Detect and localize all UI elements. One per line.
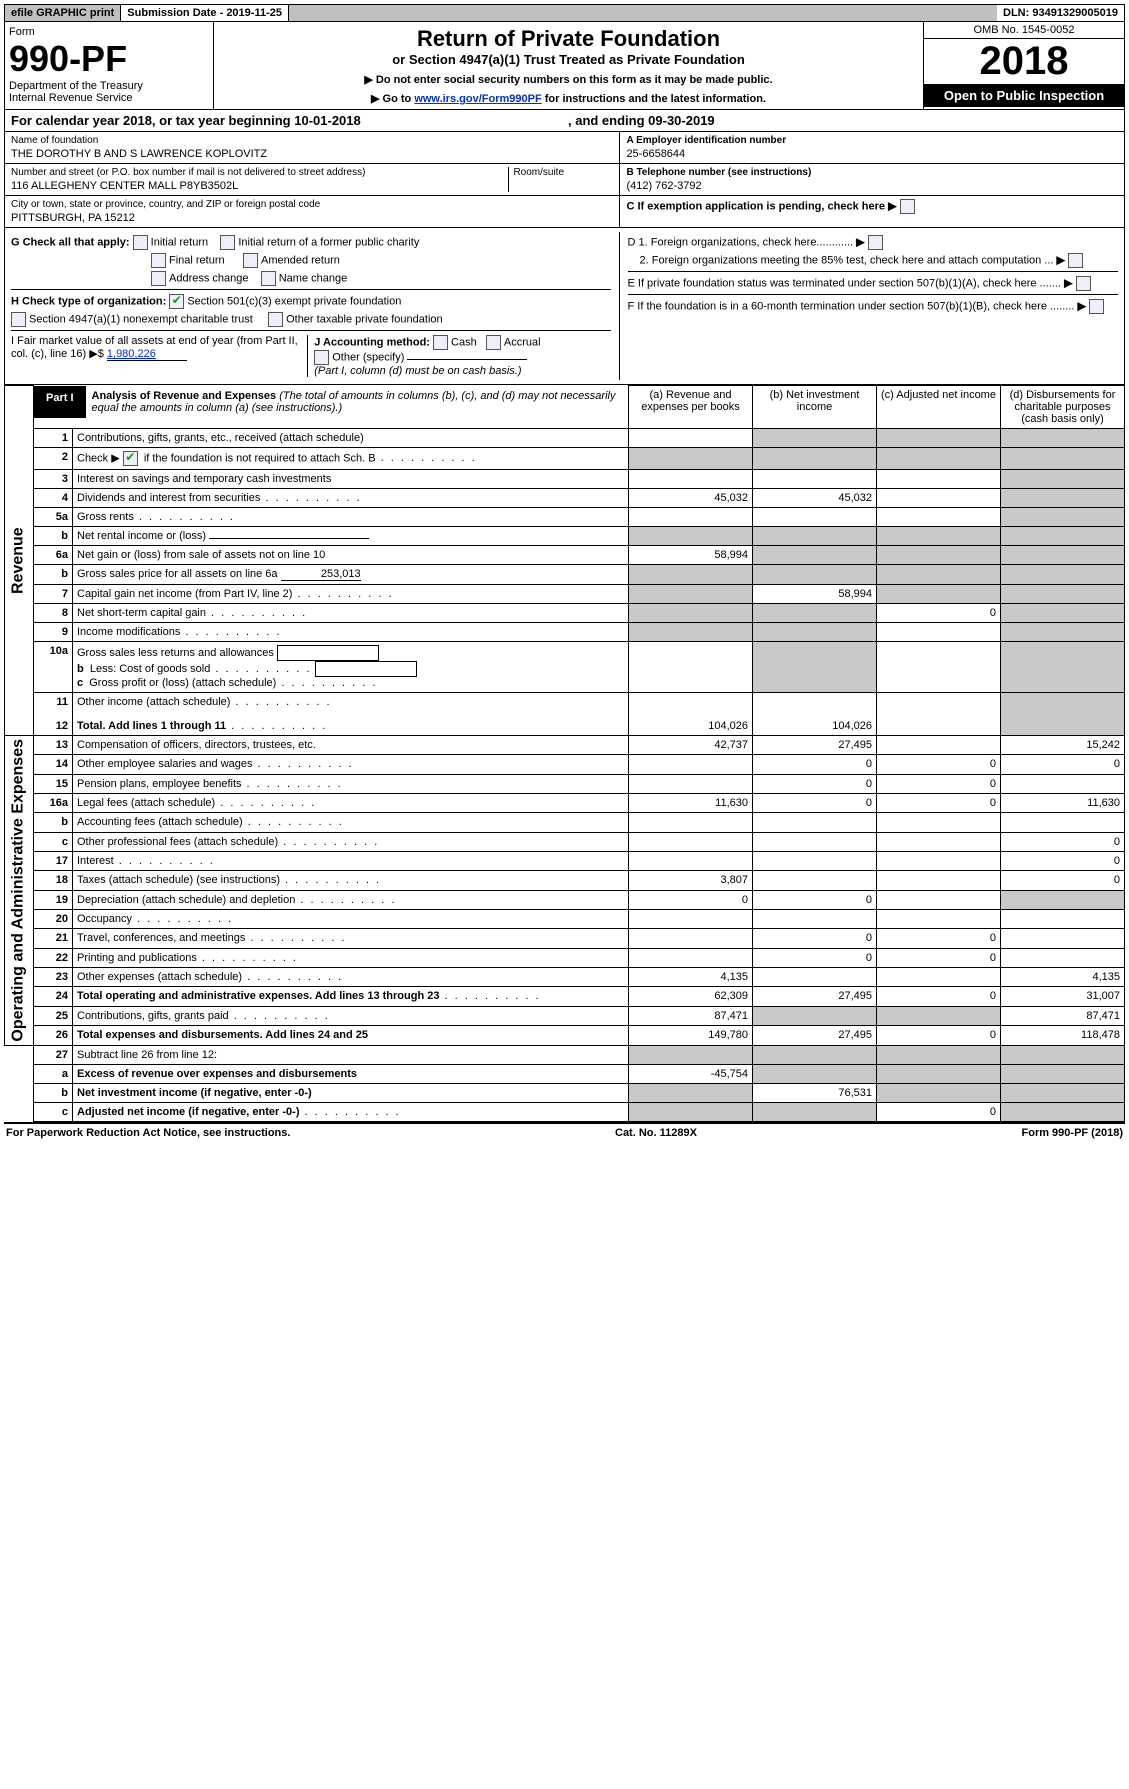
row-15: 15Pension plans, employee benefits00 [5, 774, 1125, 793]
irs-link[interactable]: www.irs.gov/Form990PF [414, 93, 541, 105]
row-27: 27Subtract line 26 from line 12: [5, 1045, 1125, 1064]
row-21: 21Travel, conferences, and meetings00 [5, 929, 1125, 948]
c-label: C If exemption application is pending, c… [626, 200, 885, 212]
check-section: G Check all that apply: Initial return I… [4, 228, 1125, 385]
row-1: 1Contributions, gifts, grants, etc., rec… [5, 429, 1125, 448]
chk-initial[interactable] [133, 235, 148, 250]
chk-501c3[interactable] [169, 294, 184, 309]
row-27a: aExcess of revenue over expenses and dis… [5, 1064, 1125, 1083]
chk-e[interactable] [1076, 276, 1091, 291]
row-17: 17Interest0 [5, 852, 1125, 871]
row-6a: 6aNet gain or (loss) from sale of assets… [5, 546, 1125, 565]
row-5b: bNet rental income or (loss) [5, 527, 1125, 546]
ssn-note: ▶ Do not enter social security numbers o… [218, 73, 919, 86]
row-25: 25Contributions, gifts, grants paid87,47… [5, 1006, 1125, 1025]
tel-label: B Telephone number (see instructions) [626, 167, 1118, 178]
row-5a: 5aGross rents [5, 508, 1125, 527]
part1-table: Revenue Part I Analysis of Revenue and E… [4, 385, 1125, 1122]
chk-other-tax[interactable] [268, 312, 283, 327]
row-16a: 16aLegal fees (attach schedule)11,630001… [5, 794, 1125, 813]
ein-label: A Employer identification number [626, 135, 1118, 146]
ij-row: I Fair market value of all assets at end… [11, 330, 611, 377]
chk-f[interactable] [1089, 299, 1104, 314]
ein: 25-6658644 [626, 146, 1118, 160]
form-subtitle: or Section 4947(a)(1) Trust Treated as P… [218, 52, 919, 67]
chk-final[interactable] [151, 253, 166, 268]
footer-mid: Cat. No. 11289X [615, 1127, 697, 1139]
chk-4947[interactable] [11, 312, 26, 327]
col-a-hdr: (a) Revenue and expenses per books [629, 386, 753, 429]
dept: Department of the Treasury [9, 80, 209, 92]
chk-amended[interactable] [243, 253, 258, 268]
chk-addr-change[interactable] [151, 271, 166, 286]
row-19: 19Depreciation (attach schedule) and dep… [5, 890, 1125, 909]
row-10a: 10aGross sales less returns and allowanc… [5, 642, 1125, 693]
footer-right: Form 990-PF (2018) [1022, 1127, 1123, 1139]
irs: Internal Revenue Service [9, 92, 209, 104]
row-7: 7Capital gain net income (from Part IV, … [5, 585, 1125, 604]
row-16b: bAccounting fees (attach schedule) [5, 813, 1125, 832]
row-26: 26Total expenses and disbursements. Add … [5, 1026, 1125, 1045]
col-d-hdr: (d) Disbursements for charitable purpose… [1001, 386, 1125, 429]
col-c-hdr: (c) Adjusted net income [877, 386, 1001, 429]
form-number: 990-PF [9, 38, 209, 80]
row-14: 14Other employee salaries and wages000 [5, 755, 1125, 774]
row-2: 2Check ▶ if the foundation is not requir… [5, 448, 1125, 470]
col-b-hdr: (b) Net investment income [753, 386, 877, 429]
calendar-year: For calendar year 2018, or tax year begi… [4, 110, 1125, 132]
address: 116 ALLEGHENY CENTER MALL P8YB3502L [11, 178, 508, 192]
row-23: 23Other expenses (attach schedule)4,1354… [5, 968, 1125, 987]
footer-left: For Paperwork Reduction Act Notice, see … [6, 1127, 290, 1139]
foundation-name: THE DOROTHY B AND S LAWRENCE KOPLOVITZ [11, 146, 613, 160]
city: PITTSBURGH, PA 15212 [11, 210, 613, 224]
room-label: Room/suite [513, 167, 613, 178]
dln: DLN: 93491329005019 [997, 5, 1124, 21]
form-header: Form 990-PF Department of the Treasury I… [4, 22, 1125, 110]
row-27b: bNet investment income (if negative, ent… [5, 1083, 1125, 1102]
row-6b: bGross sales price for all assets on lin… [5, 565, 1125, 585]
row-4: 4Dividends and interest from securities4… [5, 489, 1125, 508]
footer: For Paperwork Reduction Act Notice, see … [4, 1122, 1125, 1142]
form-label: Form [9, 26, 209, 38]
chk-initial-former[interactable] [220, 235, 235, 250]
goto-note: ▶ Go to www.irs.gov/Form990PF for instru… [218, 92, 919, 105]
row-3: 3Interest on savings and temporary cash … [5, 470, 1125, 489]
chk-d2[interactable] [1068, 253, 1083, 268]
row-20: 20Occupancy [5, 910, 1125, 929]
open-public: Open to Public Inspection [924, 84, 1124, 107]
h-row: H Check type of organization: Section 50… [11, 289, 611, 309]
row-27c: cAdjusted net income (if negative, enter… [5, 1102, 1125, 1121]
row-22: 22Printing and publications00 [5, 948, 1125, 967]
telephone: (412) 762-3792 [626, 178, 1118, 192]
part1-badge: Part I [34, 386, 86, 418]
chk-name-change[interactable] [261, 271, 276, 286]
opex-side: Operating and Administrative Expenses [5, 736, 34, 1046]
city-label: City or town, state or province, country… [11, 199, 613, 210]
row-16c: cOther professional fees (attach schedul… [5, 832, 1125, 851]
top-bar: efile GRAPHIC print Submission Date - 20… [4, 4, 1125, 22]
addr-label: Number and street (or P.O. box number if… [11, 167, 508, 178]
chk-cash[interactable] [433, 335, 448, 350]
chk-schb[interactable] [123, 451, 138, 466]
efile-label: efile GRAPHIC print [5, 5, 121, 21]
tax-year: 2018 [924, 39, 1124, 84]
revenue-side: Revenue [5, 386, 34, 736]
row-18: 18Taxes (attach schedule) (see instructi… [5, 871, 1125, 890]
omb-number: OMB No. 1545-0052 [924, 22, 1124, 39]
row-11-12: 1112Other income (attach schedule)Total.… [5, 693, 1125, 736]
row-8: 8Net short-term capital gain0 [5, 604, 1125, 623]
fmv-link[interactable]: 1,980,226 [107, 348, 187, 361]
chk-accrual[interactable] [486, 335, 501, 350]
g-row: G Check all that apply: Initial return I… [11, 235, 611, 250]
form-title: Return of Private Foundation [218, 26, 919, 52]
submission-date: Submission Date - 2019-11-25 [121, 5, 289, 21]
row-24: 24Total operating and administrative exp… [5, 987, 1125, 1006]
name-label: Name of foundation [11, 135, 613, 146]
chk-d1[interactable] [868, 235, 883, 250]
entity-info: Name of foundation THE DOROTHY B AND S L… [4, 132, 1125, 228]
chk-other-method[interactable] [314, 350, 329, 365]
c-checkbox[interactable] [900, 199, 915, 214]
row-9: 9Income modifications [5, 623, 1125, 642]
